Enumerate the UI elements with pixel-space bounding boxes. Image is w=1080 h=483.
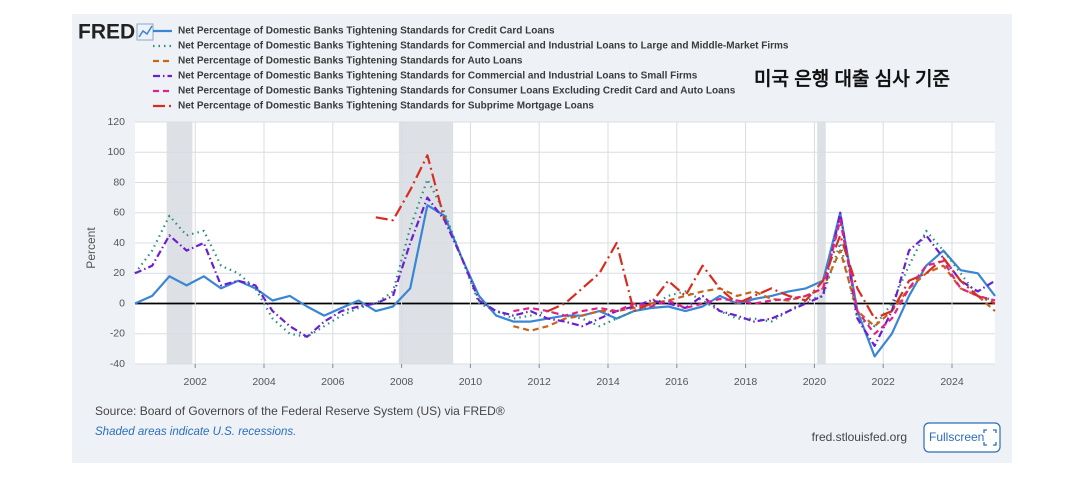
- x-tick-label: 2024: [940, 376, 964, 388]
- x-tick-label: 2018: [734, 376, 758, 388]
- fullscreen-button[interactable]: Fullscreen: [923, 422, 1001, 453]
- note: Shaded areas indicate U.S. recessions.: [95, 426, 296, 438]
- x-tick-label: 2016: [665, 376, 689, 388]
- y-tick-label: 40: [113, 237, 125, 249]
- y-tick-label: 0: [119, 297, 125, 309]
- y-tick-label: 120: [107, 116, 125, 128]
- source: Source: Board of Governors of the Federa…: [95, 404, 505, 418]
- y-axis-label: Percent: [84, 227, 98, 269]
- y-tick-label: -20: [110, 328, 125, 340]
- x-tick-label: 2022: [872, 376, 896, 388]
- series-line: [513, 219, 996, 335]
- series-line: [375, 154, 996, 320]
- logo: FRED: [78, 21, 135, 44]
- y-tick-label: 100: [107, 146, 125, 158]
- x-tick-label: 2014: [596, 376, 620, 388]
- legend-label: Net Percentage of Domestic Banks Tighten…: [178, 71, 698, 82]
- legend-label: Net Percentage of Domestic Banks Tighten…: [178, 26, 555, 37]
- legend-label: Net Percentage of Domestic Banks Tighten…: [178, 41, 789, 52]
- y-tick-label: 60: [113, 207, 125, 219]
- legend-label: Net Percentage of Domestic Banks Tighten…: [178, 86, 736, 97]
- x-tick-label: 2020: [803, 376, 827, 388]
- button-frame[interactable]: [923, 422, 1001, 453]
- y-tick-label: -40: [110, 358, 125, 370]
- x-tick-label: 2010: [459, 376, 483, 388]
- series-line: [513, 249, 996, 332]
- x-tick-label: 2002: [184, 376, 208, 388]
- legend-label: Net Percentage of Domestic Banks Tighten…: [178, 101, 594, 112]
- x-tick-label: 2008: [390, 376, 414, 388]
- y-tick-label: 20: [113, 267, 125, 279]
- button-label[interactable]: Fullscreen: [929, 430, 984, 444]
- x-tick-label: 2006: [321, 376, 345, 388]
- x-tick-label: 2012: [528, 376, 552, 388]
- annotation: 미국 은행 대출 심사 기준: [754, 68, 950, 90]
- series-line: [134, 178, 996, 338]
- site: fred.stlouisfed.org: [812, 430, 907, 444]
- legend-label: Net Percentage of Domestic Banks Tighten…: [178, 56, 523, 67]
- y-tick-label: 80: [113, 176, 125, 188]
- x-tick-label: 2004: [252, 376, 276, 388]
- fullscreen-icon[interactable]: [983, 429, 997, 446]
